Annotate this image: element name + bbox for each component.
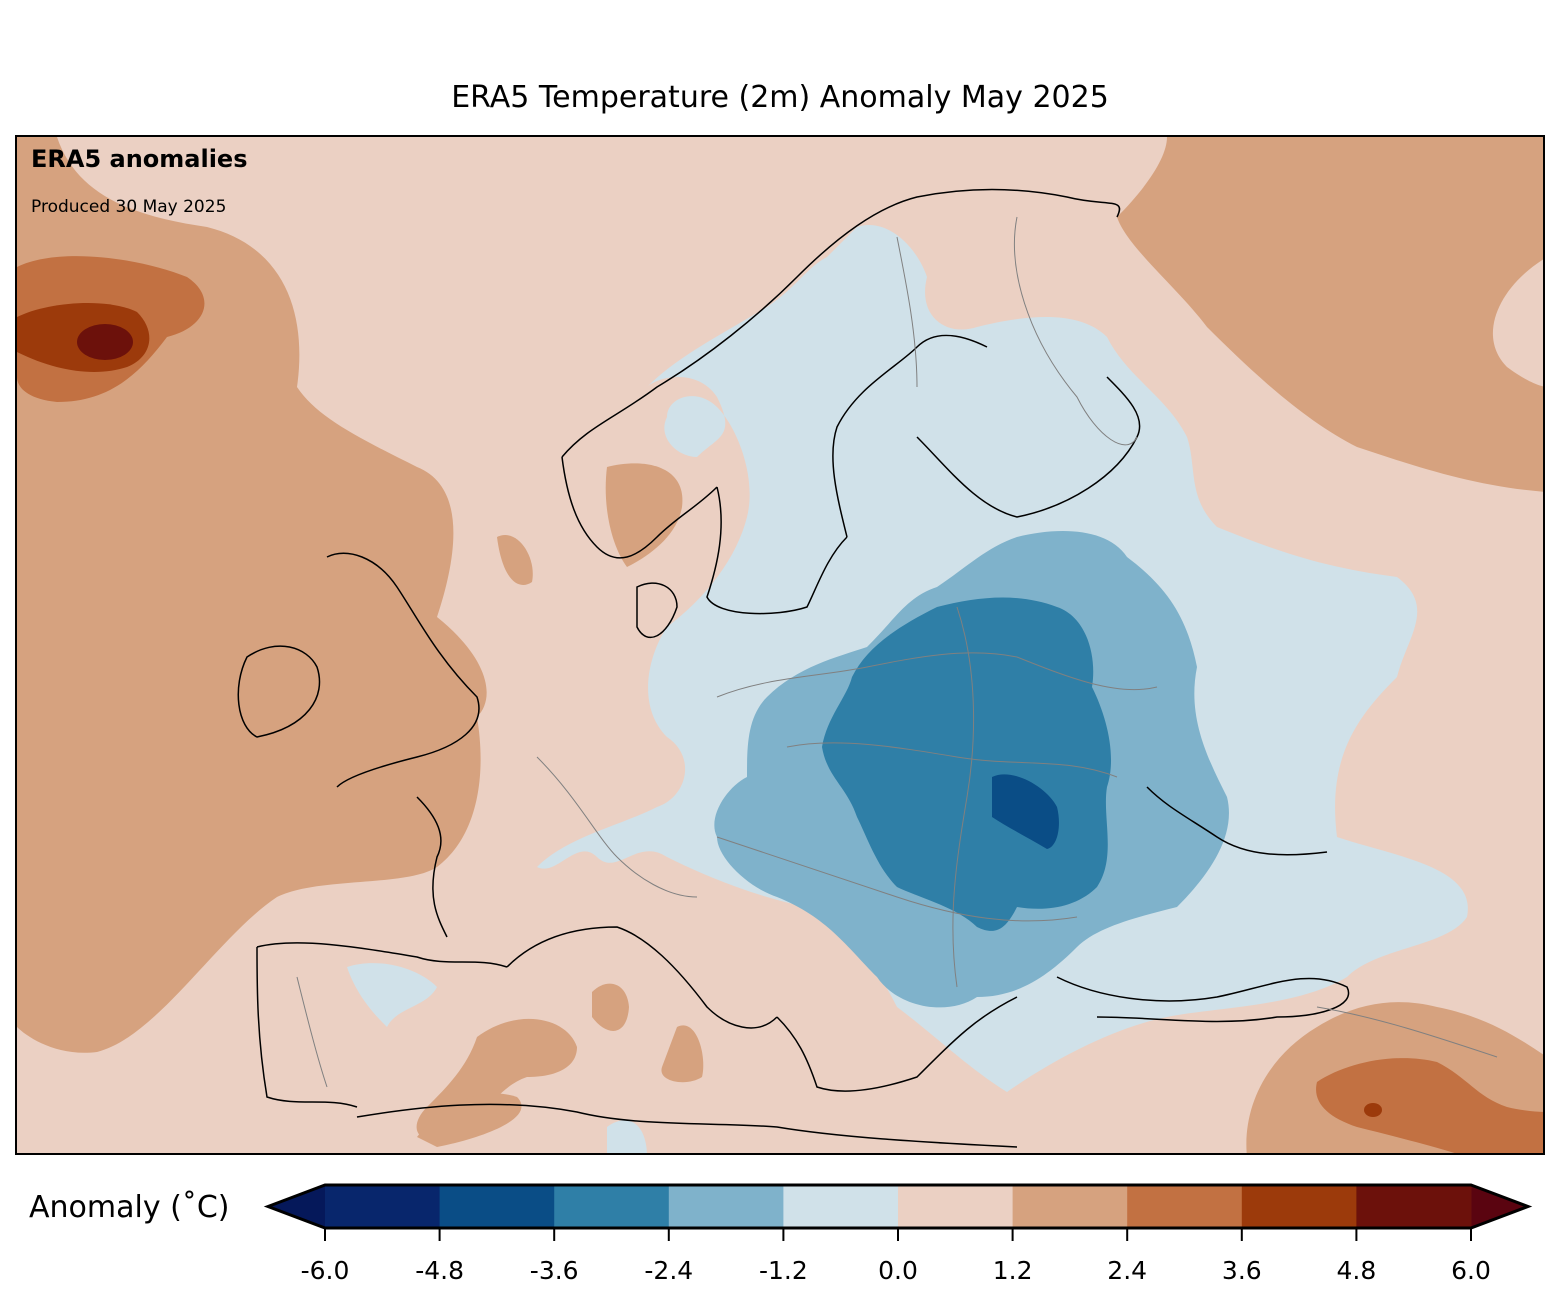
colorbar-segment	[1356, 1185, 1472, 1228]
colorbar-tick-label: 4.8	[1336, 1256, 1377, 1285]
colorbar-segment	[554, 1185, 670, 1228]
annotation-heading: ERA5 anomalies	[31, 145, 248, 173]
coastlines	[237, 188, 1350, 1148]
colorbar-segment	[783, 1185, 899, 1228]
anomaly-contours	[17, 137, 1543, 1153]
middle-east-hottest-spot	[1364, 1103, 1382, 1117]
colorbar-tick-label: 2.4	[1107, 1256, 1148, 1285]
ionian-warm-patch	[661, 1025, 704, 1083]
colorbar-tick-label: -6.0	[300, 1256, 350, 1285]
colorbar-segment	[439, 1185, 555, 1228]
colorbar-tick-label: 6.0	[1451, 1256, 1491, 1285]
colorbar-tick-label: -4.8	[415, 1256, 464, 1285]
north-sea-warm-patch	[497, 535, 533, 585]
colorbar-segment	[1241, 1185, 1357, 1228]
iceland-hottest-region	[77, 324, 133, 360]
russia-cool-notch	[1492, 259, 1543, 387]
colorbar-tick-label: -2.4	[644, 1256, 694, 1285]
colorbar-tick-label: 0.0	[878, 1256, 918, 1285]
colorbar-segment	[668, 1185, 784, 1228]
middle-east-hot-region	[1316, 1058, 1543, 1153]
norway-warm-region	[605, 463, 683, 567]
colorbar-segment	[1012, 1185, 1128, 1228]
colorbar-segment	[325, 1185, 441, 1228]
colorbar-tick-label: 1.2	[992, 1256, 1033, 1285]
colorbar-segment	[898, 1185, 1014, 1228]
anomaly-map: ERA5 anomalies Produced 30 May 2025	[15, 135, 1545, 1155]
country-borders	[296, 216, 1498, 1088]
iberia-cool-patch	[347, 963, 437, 1027]
coldest-anomaly-region	[992, 774, 1059, 849]
colorbar-extend-high	[1471, 1185, 1528, 1228]
colorbar-segment	[1127, 1185, 1243, 1228]
colorbar-tick-label: 3.6	[1221, 1256, 1262, 1285]
colorbar-tick-label: -1.2	[759, 1256, 808, 1285]
annotation-produced-date: Produced 30 May 2025	[31, 197, 227, 217]
sardinia-warm-patch	[592, 983, 629, 1031]
colorbar-label: Anomaly (˚C)	[29, 1190, 230, 1225]
colorbar-extend-low	[268, 1185, 325, 1228]
italy-cool-patch	[607, 1120, 647, 1153]
colorbar-tick-label: -3.6	[529, 1256, 579, 1285]
russia-warm-region	[1117, 137, 1543, 492]
central-europe-cold-region	[822, 597, 1112, 931]
chart-title: ERA5 Temperature (2m) Anomaly May 2025	[451, 80, 1109, 115]
africa-warm-patch	[417, 1093, 522, 1147]
